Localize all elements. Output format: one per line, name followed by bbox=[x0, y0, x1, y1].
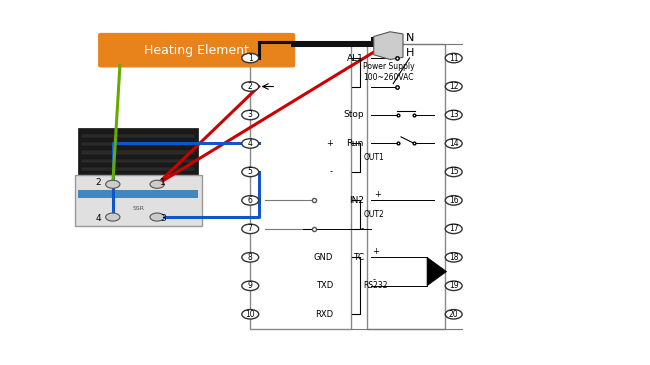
Circle shape bbox=[242, 310, 259, 319]
Circle shape bbox=[445, 139, 462, 148]
Bar bbox=[81, 142, 195, 146]
Text: 6: 6 bbox=[248, 196, 253, 205]
Text: RS232: RS232 bbox=[363, 281, 388, 290]
Circle shape bbox=[242, 110, 259, 120]
Circle shape bbox=[445, 253, 462, 262]
FancyBboxPatch shape bbox=[99, 34, 294, 67]
Circle shape bbox=[105, 180, 120, 188]
Text: 11: 11 bbox=[449, 54, 458, 62]
Circle shape bbox=[445, 196, 462, 205]
Circle shape bbox=[242, 253, 259, 262]
Text: 9: 9 bbox=[248, 281, 253, 290]
Text: -: - bbox=[330, 168, 333, 176]
Text: 2: 2 bbox=[248, 82, 253, 91]
Text: OUT1: OUT1 bbox=[363, 153, 384, 162]
Text: N: N bbox=[406, 33, 415, 43]
Text: Run: Run bbox=[346, 139, 364, 148]
Text: -: - bbox=[361, 224, 364, 233]
Text: +: + bbox=[374, 190, 382, 199]
Circle shape bbox=[150, 180, 164, 188]
Text: 3: 3 bbox=[161, 214, 166, 223]
Text: 2: 2 bbox=[96, 178, 101, 187]
Circle shape bbox=[242, 224, 259, 234]
Circle shape bbox=[242, 167, 259, 177]
Text: 18: 18 bbox=[449, 253, 458, 262]
Text: Stop: Stop bbox=[343, 111, 364, 119]
Text: +: + bbox=[326, 139, 333, 148]
Text: 3: 3 bbox=[248, 111, 253, 119]
Circle shape bbox=[445, 310, 462, 319]
Circle shape bbox=[242, 196, 259, 205]
Text: 8: 8 bbox=[248, 253, 253, 262]
Text: Power Supply
100~260VAC: Power Supply 100~260VAC bbox=[363, 62, 415, 82]
Text: TC: TC bbox=[353, 253, 364, 262]
Text: 17: 17 bbox=[449, 224, 458, 233]
Circle shape bbox=[242, 82, 259, 91]
Text: -: - bbox=[372, 275, 376, 284]
Text: H: H bbox=[406, 48, 415, 58]
Text: 13: 13 bbox=[449, 111, 458, 119]
Text: 1: 1 bbox=[161, 178, 166, 187]
Text: RXD: RXD bbox=[315, 310, 333, 319]
Circle shape bbox=[445, 224, 462, 234]
Text: 12: 12 bbox=[449, 82, 458, 91]
Circle shape bbox=[445, 82, 462, 91]
Text: 20: 20 bbox=[449, 310, 458, 319]
Text: SSR: SSR bbox=[132, 206, 144, 211]
Bar bbox=[81, 167, 195, 172]
Text: TXD: TXD bbox=[316, 281, 333, 290]
Bar bbox=[75, 175, 202, 226]
Bar bbox=[81, 150, 195, 155]
Polygon shape bbox=[374, 32, 403, 59]
Polygon shape bbox=[427, 257, 447, 286]
Text: AL1: AL1 bbox=[347, 54, 364, 62]
Text: 16: 16 bbox=[449, 196, 458, 205]
Bar bbox=[78, 191, 198, 198]
Circle shape bbox=[242, 53, 259, 63]
Circle shape bbox=[105, 213, 120, 221]
Bar bbox=[367, 44, 445, 328]
Bar bbox=[81, 159, 195, 163]
Bar bbox=[78, 128, 198, 175]
Circle shape bbox=[445, 167, 462, 177]
Circle shape bbox=[150, 213, 164, 221]
Text: 7: 7 bbox=[248, 224, 253, 233]
Text: 5: 5 bbox=[248, 168, 253, 176]
Circle shape bbox=[242, 139, 259, 148]
Text: 15: 15 bbox=[449, 168, 458, 176]
Text: 1: 1 bbox=[248, 54, 253, 62]
Text: 4: 4 bbox=[248, 139, 253, 148]
Circle shape bbox=[242, 281, 259, 291]
Text: +: + bbox=[372, 247, 380, 255]
Bar bbox=[81, 134, 195, 138]
Text: OUT2: OUT2 bbox=[363, 210, 384, 219]
Text: 19: 19 bbox=[449, 281, 458, 290]
Circle shape bbox=[445, 281, 462, 291]
Circle shape bbox=[445, 110, 462, 120]
Text: IN2: IN2 bbox=[349, 196, 364, 205]
Text: 10: 10 bbox=[246, 310, 255, 319]
Text: 14: 14 bbox=[449, 139, 458, 148]
Text: 4: 4 bbox=[96, 214, 101, 223]
Bar bbox=[250, 44, 351, 328]
Text: GND: GND bbox=[313, 253, 333, 262]
Text: Heating Element: Heating Element bbox=[144, 44, 249, 57]
Circle shape bbox=[445, 53, 462, 63]
